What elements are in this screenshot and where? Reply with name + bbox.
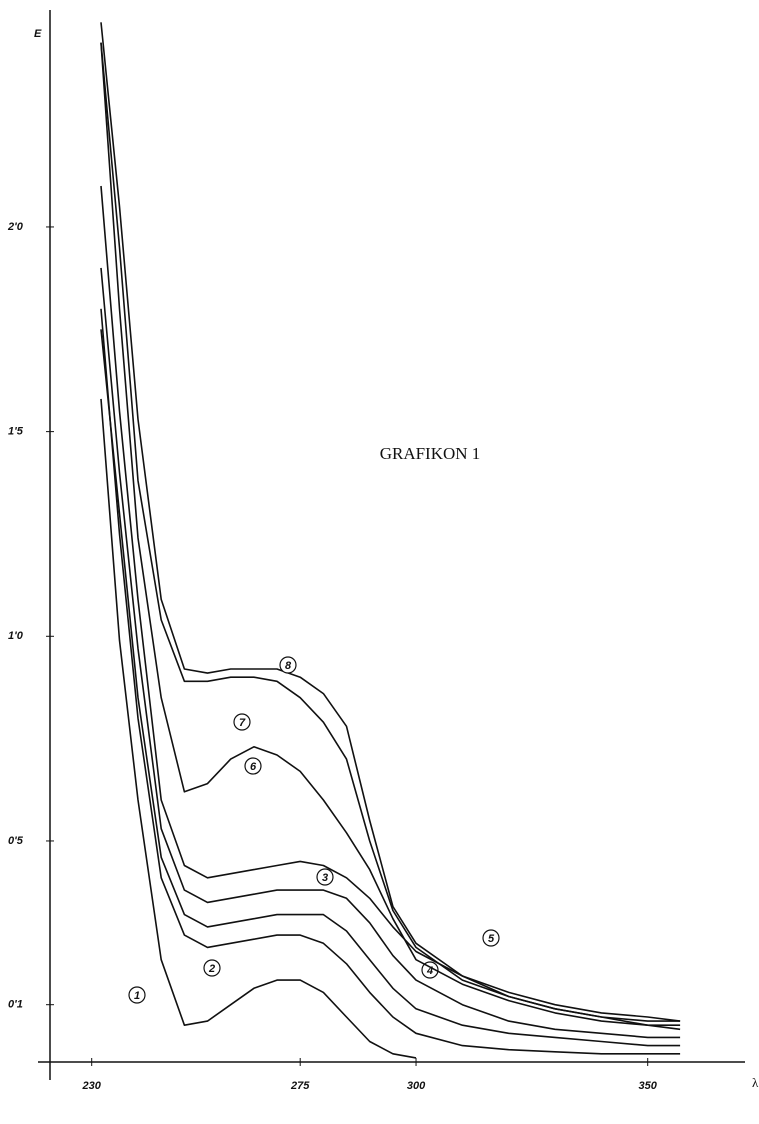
curve: [101, 22, 680, 1021]
curve-label: 3: [322, 872, 328, 884]
curve: [101, 329, 680, 1045]
y-axis-label: E: [34, 28, 42, 40]
x-tick-label: 275: [290, 1080, 310, 1092]
y-tick-label: 1'0: [8, 630, 24, 642]
x-tick-label: 300: [407, 1080, 426, 1092]
y-tick-label: 1'5: [8, 426, 24, 438]
curve-label: 8: [285, 660, 292, 672]
x-axis-label: λ: [752, 1075, 759, 1090]
y-tick-label: 0'1: [8, 999, 23, 1011]
curve: [101, 43, 680, 1025]
y-tick-label: 2'0: [7, 221, 24, 233]
curve-label: 5: [488, 933, 495, 945]
curve: [101, 43, 680, 1021]
x-tick-label: 230: [82, 1080, 102, 1092]
curve-label: 7: [239, 717, 246, 729]
curve-label: 6: [250, 761, 257, 773]
y-tick-label: 0'5: [8, 835, 24, 847]
chart-title: GRAFIKON 1: [380, 444, 481, 463]
curve: [101, 268, 680, 1038]
x-tick-label: 350: [639, 1080, 658, 1092]
chart: GRAFIKON 1 E λ 0'10'51'01'52'02302753003…: [0, 0, 759, 1124]
curve-label: 2: [208, 963, 215, 975]
curve-label: 1: [134, 990, 140, 1002]
